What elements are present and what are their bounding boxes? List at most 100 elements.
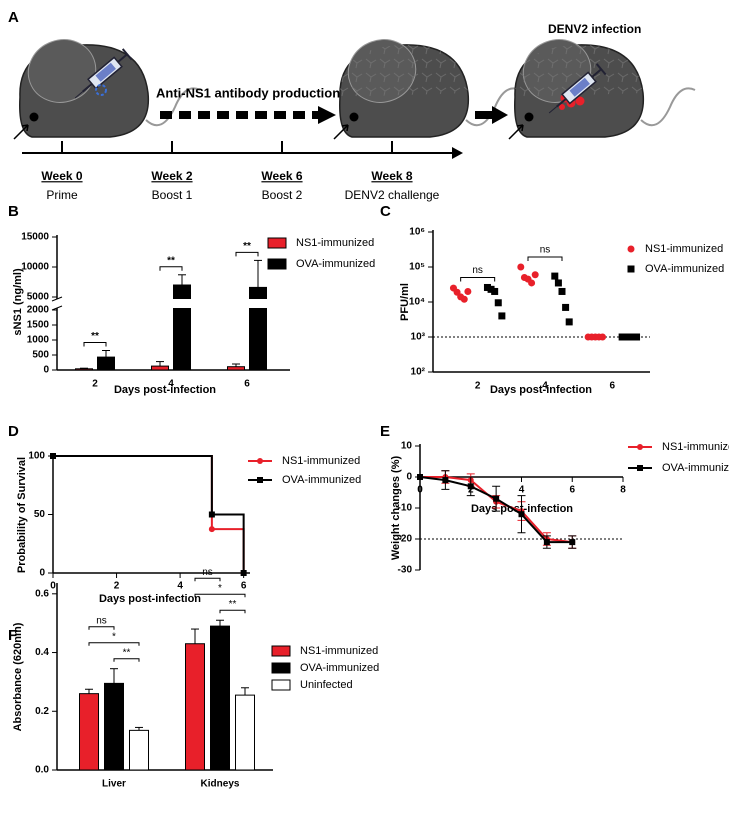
- marker: [518, 511, 525, 518]
- marker: [417, 474, 423, 480]
- legend-marker: [637, 444, 643, 450]
- marker: [565, 318, 573, 326]
- significance-label: ns: [202, 567, 213, 578]
- marker: [554, 279, 562, 287]
- bar: [235, 694, 255, 771]
- x-tick-label: 6: [241, 581, 247, 592]
- significance-label: ns: [540, 245, 551, 256]
- marker: [460, 295, 468, 303]
- x-tick-label: 2: [92, 379, 98, 390]
- y-tick-label: 5000: [27, 292, 50, 303]
- x-tick-label: 2: [475, 381, 481, 392]
- x-tick-label: 2: [114, 581, 120, 592]
- y-axis-label: PFU/ml: [399, 283, 411, 321]
- legend-swatch: [271, 662, 291, 674]
- marker: [618, 333, 626, 341]
- significance-label: **: [123, 647, 131, 658]
- legend-swatch: [267, 237, 287, 249]
- bar: [97, 356, 115, 371]
- legend-marker: [257, 477, 263, 483]
- panel-label: A: [8, 9, 19, 26]
- legend-marker: [627, 245, 635, 253]
- y-tick-label: 10²: [411, 367, 426, 378]
- arrow-label: Anti-NS1 antibody production: [156, 85, 340, 100]
- marker: [494, 299, 502, 307]
- significance-bracket: [527, 256, 563, 261]
- marker: [467, 483, 474, 490]
- marker: [487, 285, 495, 293]
- significance-label: **: [91, 331, 99, 342]
- x-tick-label: Kidneys: [201, 779, 240, 790]
- legend-label: OVA-immunized: [300, 662, 379, 674]
- y-axis-label: Weight changes (%): [390, 456, 402, 561]
- legend-label: NS1-immunized: [300, 645, 378, 657]
- bar: [151, 365, 169, 371]
- x-axis-label: Days post-infection: [490, 384, 592, 396]
- significance-bracket: [219, 609, 246, 614]
- y-tick-label: 1500: [27, 320, 50, 331]
- antigen-icon: [95, 84, 107, 96]
- y-tick-label: 1000: [27, 335, 50, 346]
- marker: [208, 526, 215, 533]
- x-tick-label: 4: [177, 581, 183, 592]
- step-line: [53, 455, 245, 573]
- y-tick-label: -20: [398, 534, 413, 545]
- axis-break: [49, 299, 292, 308]
- week-label: Week 0: [41, 169, 82, 183]
- x-tick-label: 4: [519, 485, 525, 496]
- x-tick-label: 0: [417, 485, 423, 496]
- significance-label: ns: [96, 615, 107, 626]
- marker: [528, 279, 536, 287]
- legend-label: OVA-immunized: [296, 258, 375, 270]
- panel-label: B: [8, 203, 19, 220]
- bar: [210, 625, 230, 771]
- legend-marker: [627, 265, 635, 273]
- legend-label: Uninfected: [300, 679, 353, 691]
- y-tick-label: 50: [34, 509, 46, 520]
- x-tick-label: 0: [50, 581, 56, 592]
- y-tick-label: 0.0: [35, 765, 49, 776]
- marker: [442, 477, 449, 484]
- marker: [551, 272, 559, 280]
- bar: [185, 643, 205, 771]
- x-tick-label: 6: [244, 379, 250, 390]
- legend-label: NS1-immunized: [662, 441, 729, 453]
- week-label: Week 2: [151, 169, 192, 183]
- antibody-texture: [339, 44, 468, 97]
- marker: [483, 283, 491, 291]
- break-mark: [51, 296, 63, 302]
- marker: [629, 333, 637, 341]
- legend-label: NS1-immunized: [282, 455, 360, 467]
- marker: [622, 333, 630, 341]
- significance-label: *: [112, 631, 116, 642]
- y-tick-label: 0.2: [35, 706, 49, 717]
- significance-label: ns: [472, 265, 483, 276]
- arrow-head: [318, 106, 336, 124]
- marker: [625, 333, 633, 341]
- y-tick-label: 10⁴: [409, 297, 425, 308]
- x-axis-label: Days post-infection: [99, 593, 201, 605]
- legend-swatch: [271, 645, 291, 657]
- y-tick-label: 500: [32, 350, 49, 361]
- arrow-head: [492, 106, 508, 124]
- marker: [493, 495, 500, 502]
- bar: [129, 729, 149, 771]
- significance-bracket: [88, 626, 115, 630]
- event-label: Boost 1: [152, 188, 193, 202]
- y-tick-label: 10³: [411, 332, 426, 343]
- event-label: Prime: [46, 188, 78, 202]
- significance-bracket: [113, 658, 140, 662]
- y-tick-label: 0.6: [35, 588, 49, 599]
- panel-label: D: [8, 423, 19, 440]
- marker: [562, 303, 570, 311]
- legend-label: OVA-immunized: [645, 263, 724, 275]
- x-tick-label: 6: [610, 381, 616, 392]
- significance-bracket: [194, 577, 221, 582]
- panel-label: C: [380, 203, 391, 220]
- y-tick-label: -30: [398, 565, 413, 576]
- x-tick-label: 6: [569, 485, 575, 496]
- legend-swatch: [267, 258, 287, 270]
- y-tick-label: 0: [43, 365, 49, 376]
- y-axis-label: sNS1 (ng/ml): [12, 268, 24, 336]
